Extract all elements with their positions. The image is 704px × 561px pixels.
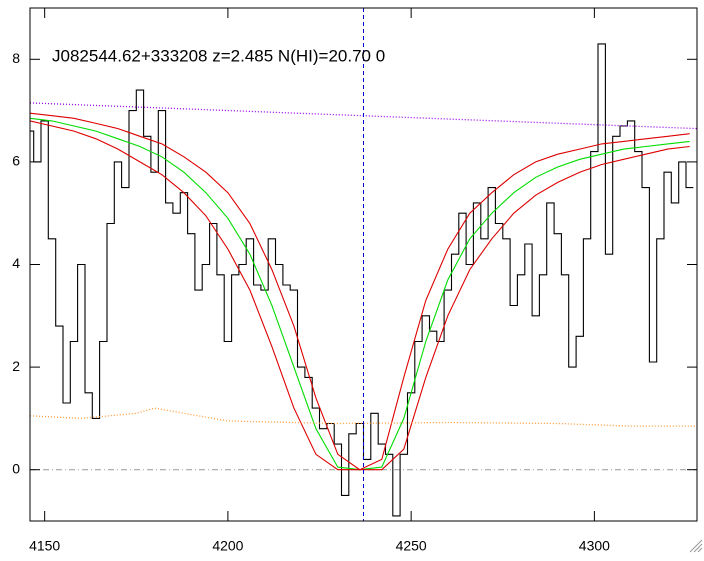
chart-title: J082544.62+333208 z=2.485 N(HI)=20.70 0 [52, 46, 385, 65]
resize-grip [689, 539, 703, 553]
series-line [30, 120, 690, 471]
x-tick-label: 4300 [579, 538, 610, 554]
series-line [30, 407, 697, 427]
x-tick-label: 4250 [396, 538, 427, 554]
y-tick-label: 0 [12, 460, 20, 476]
y-tick-label: 8 [12, 50, 20, 66]
x-tick-label: 4200 [212, 538, 243, 554]
y-tick-label: 4 [12, 255, 20, 271]
y-tick-label: 2 [12, 358, 20, 374]
x-tick-label: 4150 [29, 538, 60, 554]
plot-area [30, 8, 697, 521]
series-line [30, 43, 694, 517]
y-tick-label: 6 [12, 153, 20, 169]
